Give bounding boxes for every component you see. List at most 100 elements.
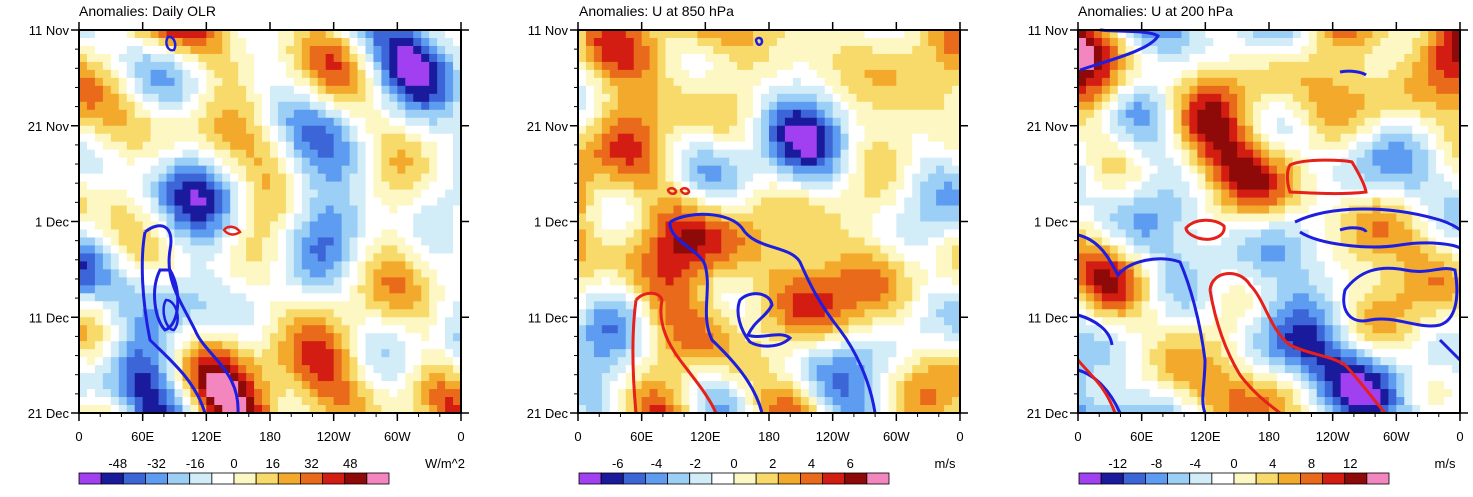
- field-cell: [888, 37, 897, 47]
- field-cell: [317, 373, 327, 382]
- field-cell: [254, 45, 263, 55]
- field-cell: [761, 181, 770, 191]
- field-cell: [270, 365, 279, 374]
- field-cell: [277, 269, 287, 278]
- field-cell: [824, 85, 834, 95]
- field-cell: [158, 261, 168, 270]
- field-cell: [254, 317, 263, 326]
- field-cell: [262, 365, 271, 374]
- field-cell: [134, 333, 144, 342]
- field-cell: [888, 205, 897, 215]
- field-cell: [158, 373, 168, 382]
- field-cell: [769, 109, 778, 119]
- field-cell: [1364, 45, 1374, 55]
- field-cell: [174, 333, 184, 342]
- field-cell: [625, 349, 635, 358]
- field-cell: [453, 309, 462, 318]
- field-cell: [86, 181, 96, 191]
- field-cell: [349, 245, 359, 255]
- field-cell: [928, 77, 937, 87]
- field-cell: [792, 157, 802, 167]
- field-cell: [776, 189, 786, 199]
- field-cell: [357, 285, 367, 294]
- field-cell: [214, 77, 223, 87]
- field-cell: [761, 45, 770, 55]
- field-cell: [429, 301, 438, 310]
- field-cell: [753, 213, 762, 223]
- field-cell: [641, 293, 651, 302]
- field-cell: [721, 173, 730, 183]
- field-cell: [792, 141, 802, 151]
- field-cell: [681, 381, 691, 390]
- field-cell: [864, 397, 874, 406]
- field-cell: [285, 333, 295, 342]
- field-cell: [729, 301, 738, 310]
- field-cell: [904, 45, 913, 55]
- field-cell: [601, 365, 611, 374]
- field-cell: [721, 357, 730, 366]
- field-cell: [792, 205, 802, 215]
- field-cell: [721, 229, 730, 239]
- field-cell: [769, 229, 778, 239]
- field-cell: [421, 125, 430, 135]
- field-cell: [453, 133, 462, 143]
- field-cell: [585, 221, 595, 231]
- field-cell: [301, 325, 311, 334]
- field-cell: [357, 189, 367, 199]
- field-cell: [301, 197, 311, 207]
- field-cell: [864, 149, 874, 159]
- field-cell: [142, 253, 152, 262]
- field-cell: [920, 149, 929, 159]
- field-cell: [301, 157, 311, 167]
- field-cell: [593, 61, 603, 71]
- colorbar-tick-label: 6: [847, 456, 854, 471]
- field-cell: [784, 373, 794, 382]
- field-cell: [134, 181, 144, 191]
- field-cell: [681, 349, 691, 358]
- field-cell: [896, 221, 905, 231]
- field-cell: [816, 325, 826, 334]
- field-cell: [262, 253, 271, 262]
- field-cell: [880, 165, 889, 175]
- field-cell: [102, 253, 112, 262]
- field-cell: [856, 381, 866, 390]
- field-cell: [79, 141, 88, 151]
- field-cell: [872, 109, 882, 119]
- field-cell: [912, 357, 921, 366]
- field-cell: [341, 133, 351, 143]
- field-cell: [936, 117, 945, 127]
- field-cell: [413, 349, 422, 358]
- field-cell: [609, 381, 619, 390]
- field-cell: [166, 165, 176, 175]
- field-cell: [1157, 37, 1167, 47]
- field-cell: [405, 141, 414, 151]
- field-cell: [126, 349, 136, 358]
- field-cell: [904, 325, 913, 334]
- field-cell: [920, 85, 929, 95]
- field-cell: [341, 237, 351, 247]
- field-cell: [158, 61, 168, 71]
- field-cell: [301, 229, 311, 239]
- colorbar-swatch: [689, 472, 713, 485]
- field-cell: [357, 109, 367, 119]
- field-cell: [437, 149, 446, 159]
- field-cell: [158, 149, 168, 159]
- field-cell: [134, 93, 144, 103]
- field-cell: [206, 341, 215, 350]
- field-cell: [429, 205, 438, 215]
- field-cell: [190, 77, 199, 87]
- field-cell: [792, 85, 802, 95]
- field-cell: [665, 141, 675, 151]
- field-cell: [705, 149, 714, 159]
- field-cell: [79, 389, 88, 398]
- field-cell: [293, 293, 303, 302]
- field-cell: [357, 181, 367, 191]
- field-cell: [609, 389, 619, 398]
- field-cell: [198, 181, 207, 191]
- field-cell: [617, 381, 627, 390]
- field-cell: [824, 213, 834, 223]
- field-cell: [317, 221, 327, 231]
- field-cell: [593, 357, 603, 366]
- field-cell: [601, 165, 611, 175]
- field-cell: [79, 45, 88, 55]
